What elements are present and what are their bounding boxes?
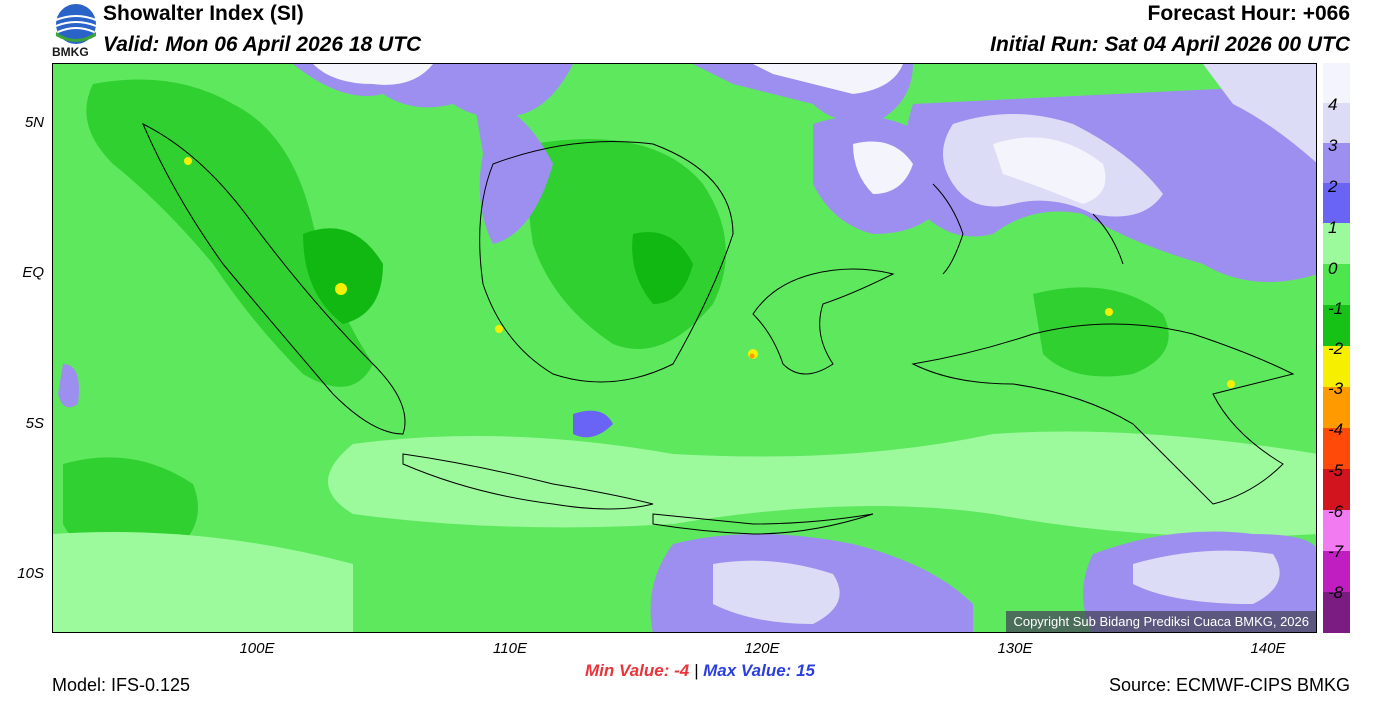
- map-title: Showalter Index (SI): [103, 2, 304, 25]
- colorbar: [1323, 63, 1350, 633]
- colorbar-label: 0: [1328, 259, 1338, 278]
- lat-label-5n: 5N: [24, 114, 44, 131]
- colorbar-swatch: [1323, 428, 1350, 469]
- colorbar-swatch: [1323, 510, 1350, 551]
- copyright-notice: Copyright Sub Bidang Prediksi Cuaca BMKG…: [1006, 611, 1316, 632]
- colorbar-swatch: [1323, 305, 1350, 346]
- colorbar-label: -7: [1328, 542, 1344, 561]
- max-value: 15: [796, 661, 815, 680]
- max-value-label: Max Value:: [703, 661, 792, 680]
- lon-label-140e: 140E: [1250, 640, 1286, 657]
- lat-label-eq: EQ: [22, 264, 44, 281]
- colorbar-label: -5: [1328, 461, 1344, 480]
- colorbar-label: 3: [1328, 136, 1338, 155]
- colorbar-label: -6: [1328, 502, 1344, 521]
- logo-text: BMKG: [52, 45, 89, 59]
- colorbar-swatch: [1323, 387, 1350, 428]
- lon-label-110e: 110E: [493, 640, 527, 657]
- lon-label-130e: 130E: [997, 640, 1033, 657]
- lat-label-5s: 5S: [25, 415, 44, 432]
- initial-run: Initial Run: Sat 04 April 2026 00 UTC: [990, 33, 1350, 56]
- separator: |: [693, 661, 699, 680]
- colorbar-label: -8: [1328, 583, 1344, 602]
- colorbar-label: 2: [1328, 177, 1338, 196]
- bmkg-logo: BMKG: [52, 2, 100, 60]
- lat-label-10s: 10S: [17, 565, 44, 582]
- colorbar-swatch: [1323, 63, 1350, 103]
- map-plot: Copyright Sub Bidang Prediksi Cuaca BMKG…: [52, 63, 1317, 633]
- colorbar-label: -1: [1328, 299, 1344, 318]
- colorbar-swatch: [1323, 223, 1350, 264]
- colorbar-swatch: [1323, 143, 1350, 183]
- min-max-values: Min Value: -4 | Max Value: 15: [0, 661, 1400, 681]
- lon-label-100e: 100E: [239, 640, 275, 657]
- min-value: -4: [674, 661, 690, 680]
- colorbar-swatch: [1323, 183, 1350, 223]
- colorbar-swatch: [1323, 592, 1350, 633]
- forecast-hour: Forecast Hour: +066: [1147, 2, 1351, 25]
- colorbar-swatch: [1323, 551, 1350, 592]
- colorbar-label: -3: [1328, 379, 1344, 398]
- colorbar-label: 4: [1328, 95, 1338, 114]
- source-label: Source: ECMWF-CIPS BMKG: [1108, 675, 1350, 695]
- colorbar-swatch: [1323, 264, 1350, 305]
- colorbar-swatch: [1323, 469, 1350, 510]
- colorbar-label: -4: [1328, 420, 1344, 439]
- colorbar-label: -2: [1328, 339, 1344, 358]
- colorbar-swatch: [1323, 346, 1350, 387]
- colorbar-swatch: [1323, 103, 1350, 143]
- min-value-label: Min Value:: [585, 661, 670, 680]
- colorbar-label: 1: [1328, 218, 1338, 237]
- lon-label-120e: 120E: [744, 640, 780, 657]
- valid-time: Valid: Mon 06 April 2026 18 UTC: [103, 33, 422, 56]
- model-label: Model: IFS-0.125: [52, 675, 191, 695]
